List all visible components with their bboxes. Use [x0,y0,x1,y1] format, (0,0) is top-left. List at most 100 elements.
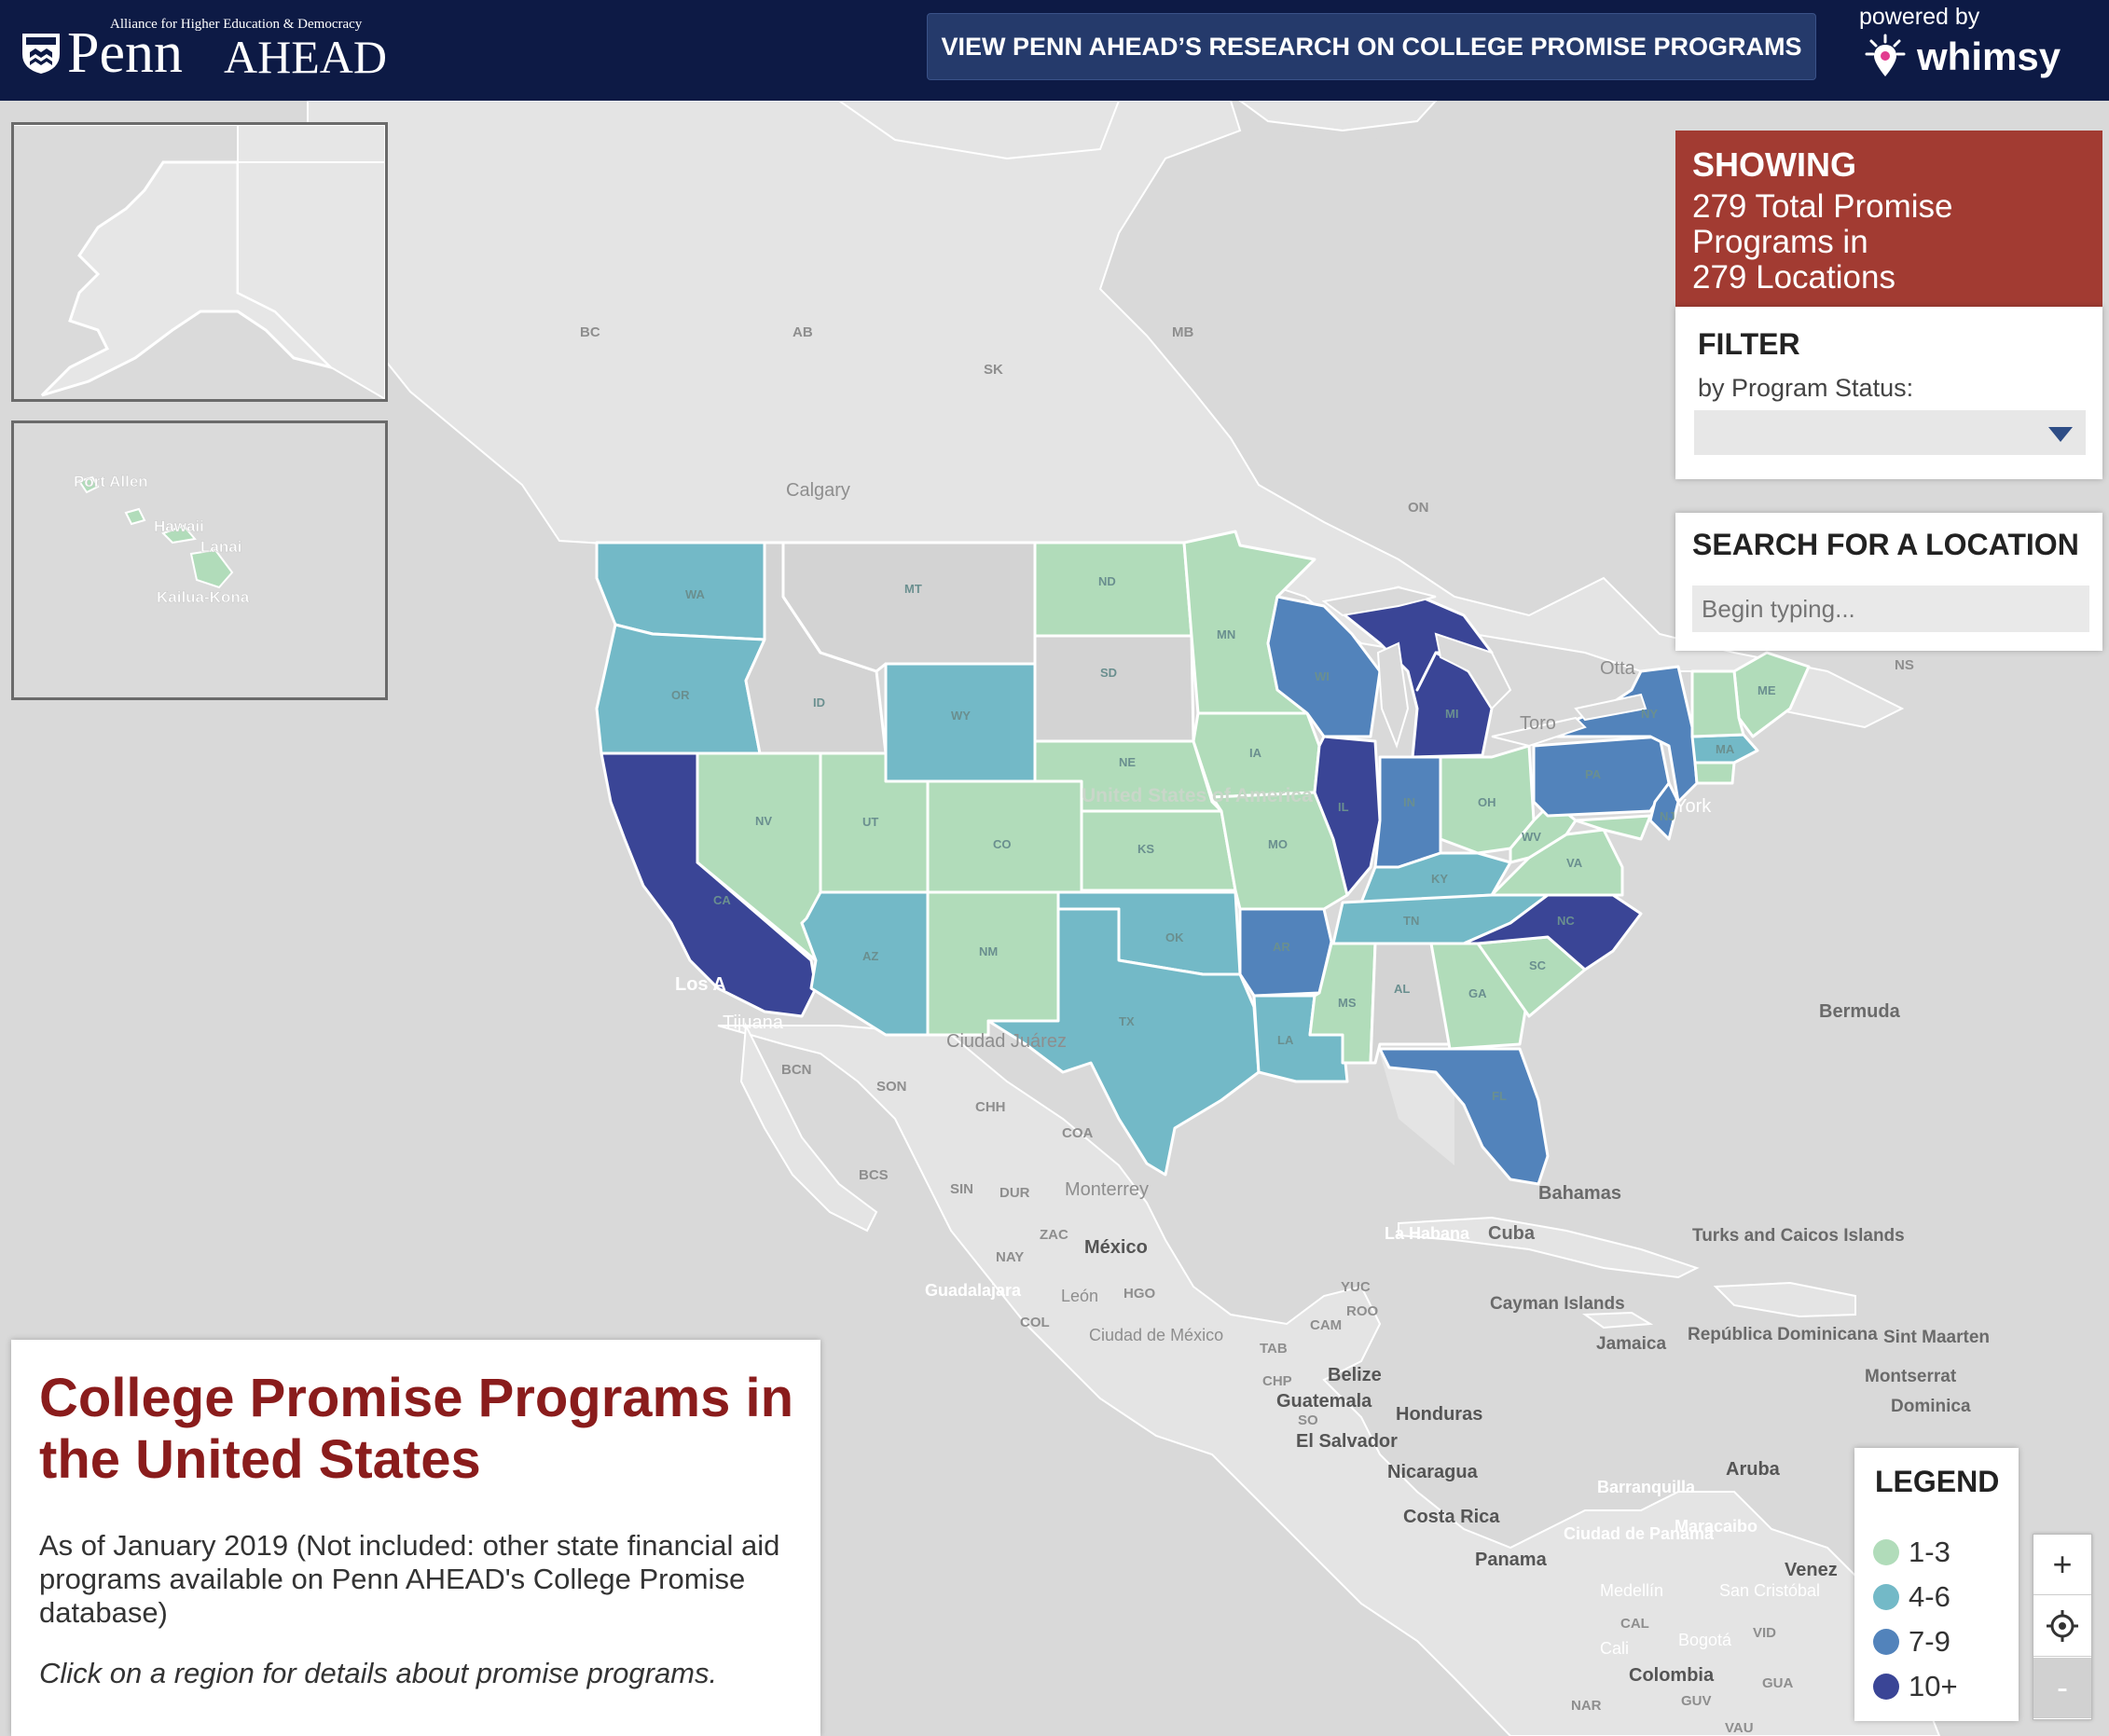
label-united-states: United States of America [1082,785,1313,806]
florida-base [1380,1054,1454,1165]
zoom-in-button[interactable]: + [2033,1535,2091,1595]
legend-swatch [1873,1674,1899,1700]
label-la-habana: La Habana [1385,1224,1470,1243]
label-sin: SIN [950,1181,973,1197]
legend-swatch [1873,1629,1899,1655]
state-label-ar: AR [1273,940,1290,954]
state-in[interactable] [1373,755,1442,869]
state-il[interactable] [1313,735,1382,897]
state-label-sd: SD [1100,666,1117,680]
label-kailua-kona: Kailua-Kona [157,588,250,606]
state-wv[interactable] [1509,800,1578,864]
label-los-angeles: Los A [675,974,726,995]
label-on: ON [1408,500,1429,516]
state-wy[interactable] [884,662,1037,783]
state-label-nm: NM [979,944,998,958]
state-label-nj: NJ [1660,809,1675,823]
state-label-tn: TN [1403,914,1419,928]
label-new-york: York [1675,796,1712,817]
state-nj[interactable] [1648,781,1680,841]
label-montserrat: Montserrat [1865,1367,1957,1386]
state-ks[interactable] [1080,809,1237,892]
cuba-land [1398,1216,1700,1279]
label-so: SO [1298,1412,1318,1428]
legend-item: 4-6 [1873,1580,1950,1614]
legend-item: 10+ [1873,1670,1958,1703]
state-label-wa: WA [685,587,706,601]
label-hgo: HGO [1123,1286,1156,1302]
crosshair-icon [2047,1610,2078,1642]
label-aruba: Aruba [1726,1459,1781,1480]
state-nc[interactable] [1462,893,1643,971]
state-wi[interactable] [1266,595,1382,738]
state-abbreviations: WA OR CA NV ID MT WY UT CO AZ NM ND SD N… [671,574,1776,1103]
label-venezuela: Venez [1785,1560,1838,1580]
label-panama: Panama [1475,1550,1548,1570]
state-nd[interactable] [1033,541,1193,638]
whimsy-text: whimsy [1917,34,2061,78]
powered-by-label: powered by [1859,4,1980,30]
state-label-mn: MN [1217,627,1235,641]
label-jamaica: Jamaica [1596,1334,1666,1354]
state-label-oh: OH [1478,795,1496,809]
state-label-az: AZ [862,949,878,963]
label-son: SON [876,1079,907,1095]
state-label-fl: FL [1492,1089,1507,1103]
zoom-out-button[interactable]: - [2033,1658,2091,1718]
state-pa[interactable] [1532,735,1671,818]
label-ciudad-de-mexico: Ciudad de México [1089,1326,1223,1344]
label-hawaii: Hawaii [154,517,204,535]
state-label-sc: SC [1529,958,1547,972]
label-cam: CAM [1310,1317,1342,1333]
state-ct[interactable] [1693,761,1736,785]
label-leon: León [1061,1287,1098,1305]
state-tx[interactable] [986,907,1261,1177]
state-vt-nh[interactable] [1690,669,1745,738]
logo-penn-text: Penn [67,21,183,85]
state-label-ks: KS [1137,842,1154,856]
showing-total-programs: 279 Total Promise [1692,188,1953,225]
locate-button[interactable] [2033,1596,2091,1657]
legend-title: LEGEND [1875,1465,2000,1498]
label-ciudad-panama: Ciudad de Panamá [1564,1524,1715,1543]
label-nicaragua: Nicaragua [1387,1462,1479,1482]
search-panel: SEARCH FOR A LOCATION [1675,513,2102,651]
label-bcn: BCN [781,1062,812,1078]
label-honduras: Honduras [1396,1404,1482,1425]
label-rep-dom: República Dominicana [1688,1325,1878,1344]
info-hint: Click on a region for details about prom… [39,1657,718,1689]
info-description: As of January 2019 (Not included: other … [39,1529,780,1629]
showing-total-locations: 279 Locations [1692,259,1895,296]
state-mt[interactable] [781,541,1037,673]
label-nar: NAR [1571,1698,1602,1714]
label-bermuda: Bermuda [1819,1001,1901,1022]
state-label-ca: CA [713,893,731,907]
whimsy-logo[interactable]: whimsy [1859,34,2061,80]
label-chh: CHH [975,1099,1006,1115]
label-maracaibo: Maracaibo [1675,1517,1758,1536]
label-cuba: Cuba [1488,1223,1536,1244]
state-label-ga: GA [1468,986,1487,1000]
state-label-ut: UT [862,815,878,829]
us-states-layer[interactable] [595,530,1811,1186]
label-coa: COA [1062,1125,1094,1141]
label-bcs: BCS [859,1167,889,1183]
state-fl[interactable] [1378,1047,1550,1186]
state-label-ny: NY [1641,707,1658,721]
state-md[interactable] [1574,814,1652,841]
alaska-inset-map[interactable] [11,122,388,402]
label-vid: VID [1753,1625,1776,1641]
state-label-ne: NE [1119,755,1136,769]
dropdown-arrow-icon [2048,427,2073,442]
location-search-input[interactable] [1692,586,2089,632]
label-cali: Cali [1600,1639,1629,1658]
program-status-select[interactable] [1694,410,2086,455]
state-sd[interactable] [1033,634,1195,743]
state-nm[interactable] [926,890,1060,1037]
hawaii-inset-map[interactable]: Port Allen Hawaii Lanai Kailua-Kona [11,420,388,700]
state-label-wv: WV [1522,830,1541,844]
state-label-me: ME [1758,683,1776,697]
view-research-button[interactable]: VIEW PENN AHEAD’S RESEARCH ON COLLEGE PR… [927,13,1816,80]
label-col: COL [1020,1315,1050,1330]
label-medellin: Medellín [1600,1581,1663,1600]
